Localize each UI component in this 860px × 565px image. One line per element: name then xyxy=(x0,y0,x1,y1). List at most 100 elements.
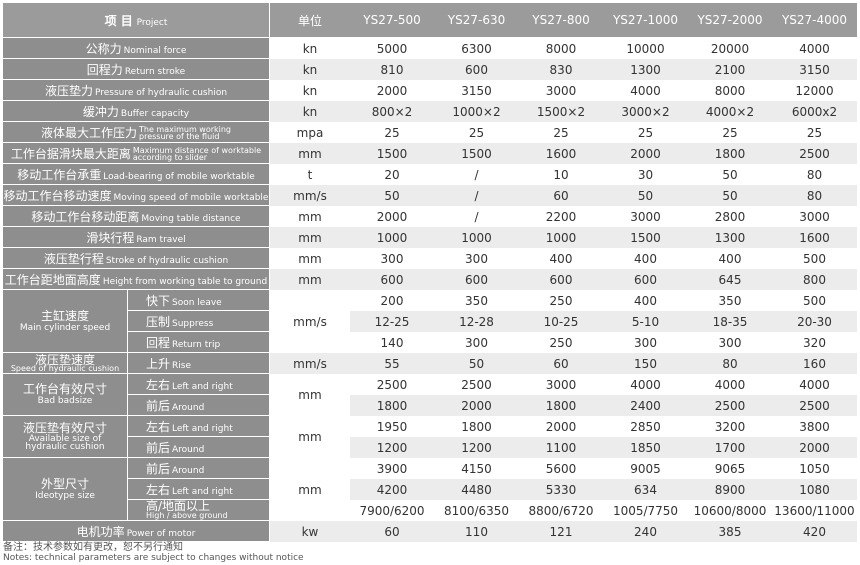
value-cell: 8900 xyxy=(688,479,772,500)
table-row: 液体最大工作压力 The maximum working pressure of t… xyxy=(3,122,857,143)
table-row: 公称力 Nominal force kn 5000 6300 8000 10000 20000… xyxy=(3,38,857,59)
label-en: Height from working table to ground xyxy=(102,276,268,287)
sub-label-en: Around xyxy=(172,402,205,413)
value-cell: 1000 xyxy=(519,227,603,248)
value-cell: 4150 xyxy=(461,461,492,476)
table-row: 工作台据滑块最大距离 Maximum distance of worktable a… xyxy=(3,143,857,164)
value-cell: 1300 xyxy=(603,59,688,80)
value-cell: 50 xyxy=(603,185,688,206)
value-cell: 1800 xyxy=(519,395,603,416)
value-cell: 5-10 xyxy=(603,311,688,332)
sub-label-cn: 快下 xyxy=(146,293,171,308)
unit-cell: mm/s xyxy=(270,290,350,353)
value-cell: 9005 xyxy=(630,461,661,476)
value-cell: 2500 xyxy=(772,395,857,416)
label-cn: 移动工作台移动距离 xyxy=(31,209,140,224)
value-cell: 1800 xyxy=(350,395,434,416)
sub-label: 前后 Around xyxy=(128,395,270,416)
value-cell: 20-30 xyxy=(772,311,857,332)
value-cell: 10 xyxy=(553,167,569,182)
sub-label: 左右 Left and right xyxy=(128,374,270,395)
table-row: 液压垫有效尺寸 Available size of hydraulic cushio… xyxy=(3,416,857,458)
value-cell: 600 xyxy=(603,269,688,290)
value-cell: 50 xyxy=(722,167,738,182)
value-cell: 2850 xyxy=(630,419,661,434)
table-row: 缓冲力 Buffer capacity kn 800×2 1000×2 1500×2 300… xyxy=(3,101,857,122)
table-row: 压制 Suppress 12-25 12-28 10-25 5-10 18-35 20-30 xyxy=(3,311,857,332)
value-cell: 634 xyxy=(603,479,688,500)
value-cell: 12-25 xyxy=(350,311,434,332)
group-label-en: Ideotype size xyxy=(35,490,95,501)
value-cell: 1800 xyxy=(461,419,492,434)
label-en: Stroke of hydraulic cushion xyxy=(105,255,229,266)
value-cell: 1600 xyxy=(519,143,603,164)
sub-label-en: Return trip xyxy=(172,339,221,350)
group-label-en: Bad badsize xyxy=(37,396,93,406)
value-cell: 25 xyxy=(806,125,823,140)
row-label: 电机功率 Power of motor xyxy=(3,521,270,542)
label-en: Nominal force xyxy=(123,45,187,56)
value-cell: 3150 xyxy=(461,83,492,98)
sub-label-cn: 高/地面以上 xyxy=(146,500,211,513)
value-cell: 25 xyxy=(553,125,569,140)
value-cell: 400 xyxy=(549,251,573,266)
value-cell: 1200 xyxy=(350,437,434,458)
label-cn: 缓冲力 xyxy=(82,104,119,119)
sub-label-cn: 前后 xyxy=(146,398,171,413)
value-cell: 80 xyxy=(806,167,823,182)
value-cell: 1500×2 xyxy=(519,101,603,122)
label-en-line: according to slider xyxy=(132,153,208,162)
value-cell: 4000 xyxy=(799,377,830,392)
value-cell: 60 xyxy=(350,521,434,542)
table-row: 高/地面以上 High / above ground 7900/6200 8100/6… xyxy=(3,500,857,521)
sub-label: 高/地面以上 High / above ground xyxy=(128,500,270,521)
group-label: 工作台有效尺寸 Bad badsize xyxy=(3,374,128,416)
value-cell: 3000 xyxy=(630,209,661,224)
unit-cell: mm xyxy=(270,416,350,458)
value-cell: 5330 xyxy=(519,479,603,500)
value-cell: 300 xyxy=(380,251,404,266)
value-cell: 160 xyxy=(772,353,857,374)
label-en: Pressure of hydraulic cushion xyxy=(94,87,228,98)
header-project: 项 目 Project xyxy=(3,3,270,38)
value-cell: 600 xyxy=(350,269,434,290)
value-cell: 1850 xyxy=(603,437,688,458)
header-project-cn: 项 目 xyxy=(104,13,133,28)
label-en: Power of motor xyxy=(126,528,196,539)
value-cell: 1500 xyxy=(603,227,688,248)
sub-label: 前后 Around xyxy=(128,458,270,479)
group-label-cn: 工作台有效尺寸 xyxy=(22,382,107,396)
value-cell: 800 xyxy=(772,269,857,290)
value-cell: 80 xyxy=(772,185,857,206)
group-label: 液压垫速度 Speed of hydraulic cushion xyxy=(3,353,128,374)
table-row: 工作台有效尺寸 Bad badsize 左右 Left and right mm 2500… xyxy=(3,374,857,416)
unit-cell: t xyxy=(270,164,350,185)
label-en: Buffer capacity xyxy=(120,108,190,119)
value-cell: 1080 xyxy=(772,479,857,500)
value-cell: 8000 xyxy=(714,83,746,98)
value-cell: 55 xyxy=(350,353,434,374)
value-cell: 25 xyxy=(637,125,654,140)
value-cell: 4480 xyxy=(434,479,519,500)
sub-label: 上升 Rise xyxy=(128,353,270,374)
label-cn: 移动工作台承重 xyxy=(17,167,102,182)
value-cell: 6300 xyxy=(461,41,492,56)
group-label-cn: 外型尺寸 xyxy=(40,476,89,491)
value-cell: 8000 xyxy=(545,41,577,56)
value-cell: 3000 xyxy=(799,209,830,224)
group-label-en: Speed of hydraulic cushion xyxy=(10,363,120,373)
value-cell: 50 xyxy=(434,353,519,374)
value-cell: 2000 xyxy=(603,143,688,164)
value-cell: 1700 xyxy=(688,437,772,458)
value-cell: 12-28 xyxy=(434,311,519,332)
sub-label-en: Soon leave xyxy=(172,297,222,308)
sub-label: 回程 Return trip xyxy=(128,332,270,353)
value-cell: 1005/7750 xyxy=(612,503,679,518)
header-row: 项 目 Project 单位 YS27-500 YS27-630 YS27-80… xyxy=(3,3,857,38)
label-cn: 液压垫力 xyxy=(44,83,93,98)
value-cell: / xyxy=(474,167,479,182)
sub-label-en: High / above ground xyxy=(146,511,228,520)
label-cn: 液压垫行程 xyxy=(43,251,104,266)
value-cell: 400 xyxy=(718,251,742,266)
row-label: 工作台据滑块最大距离 Maximum distance of worktable a… xyxy=(3,143,270,164)
